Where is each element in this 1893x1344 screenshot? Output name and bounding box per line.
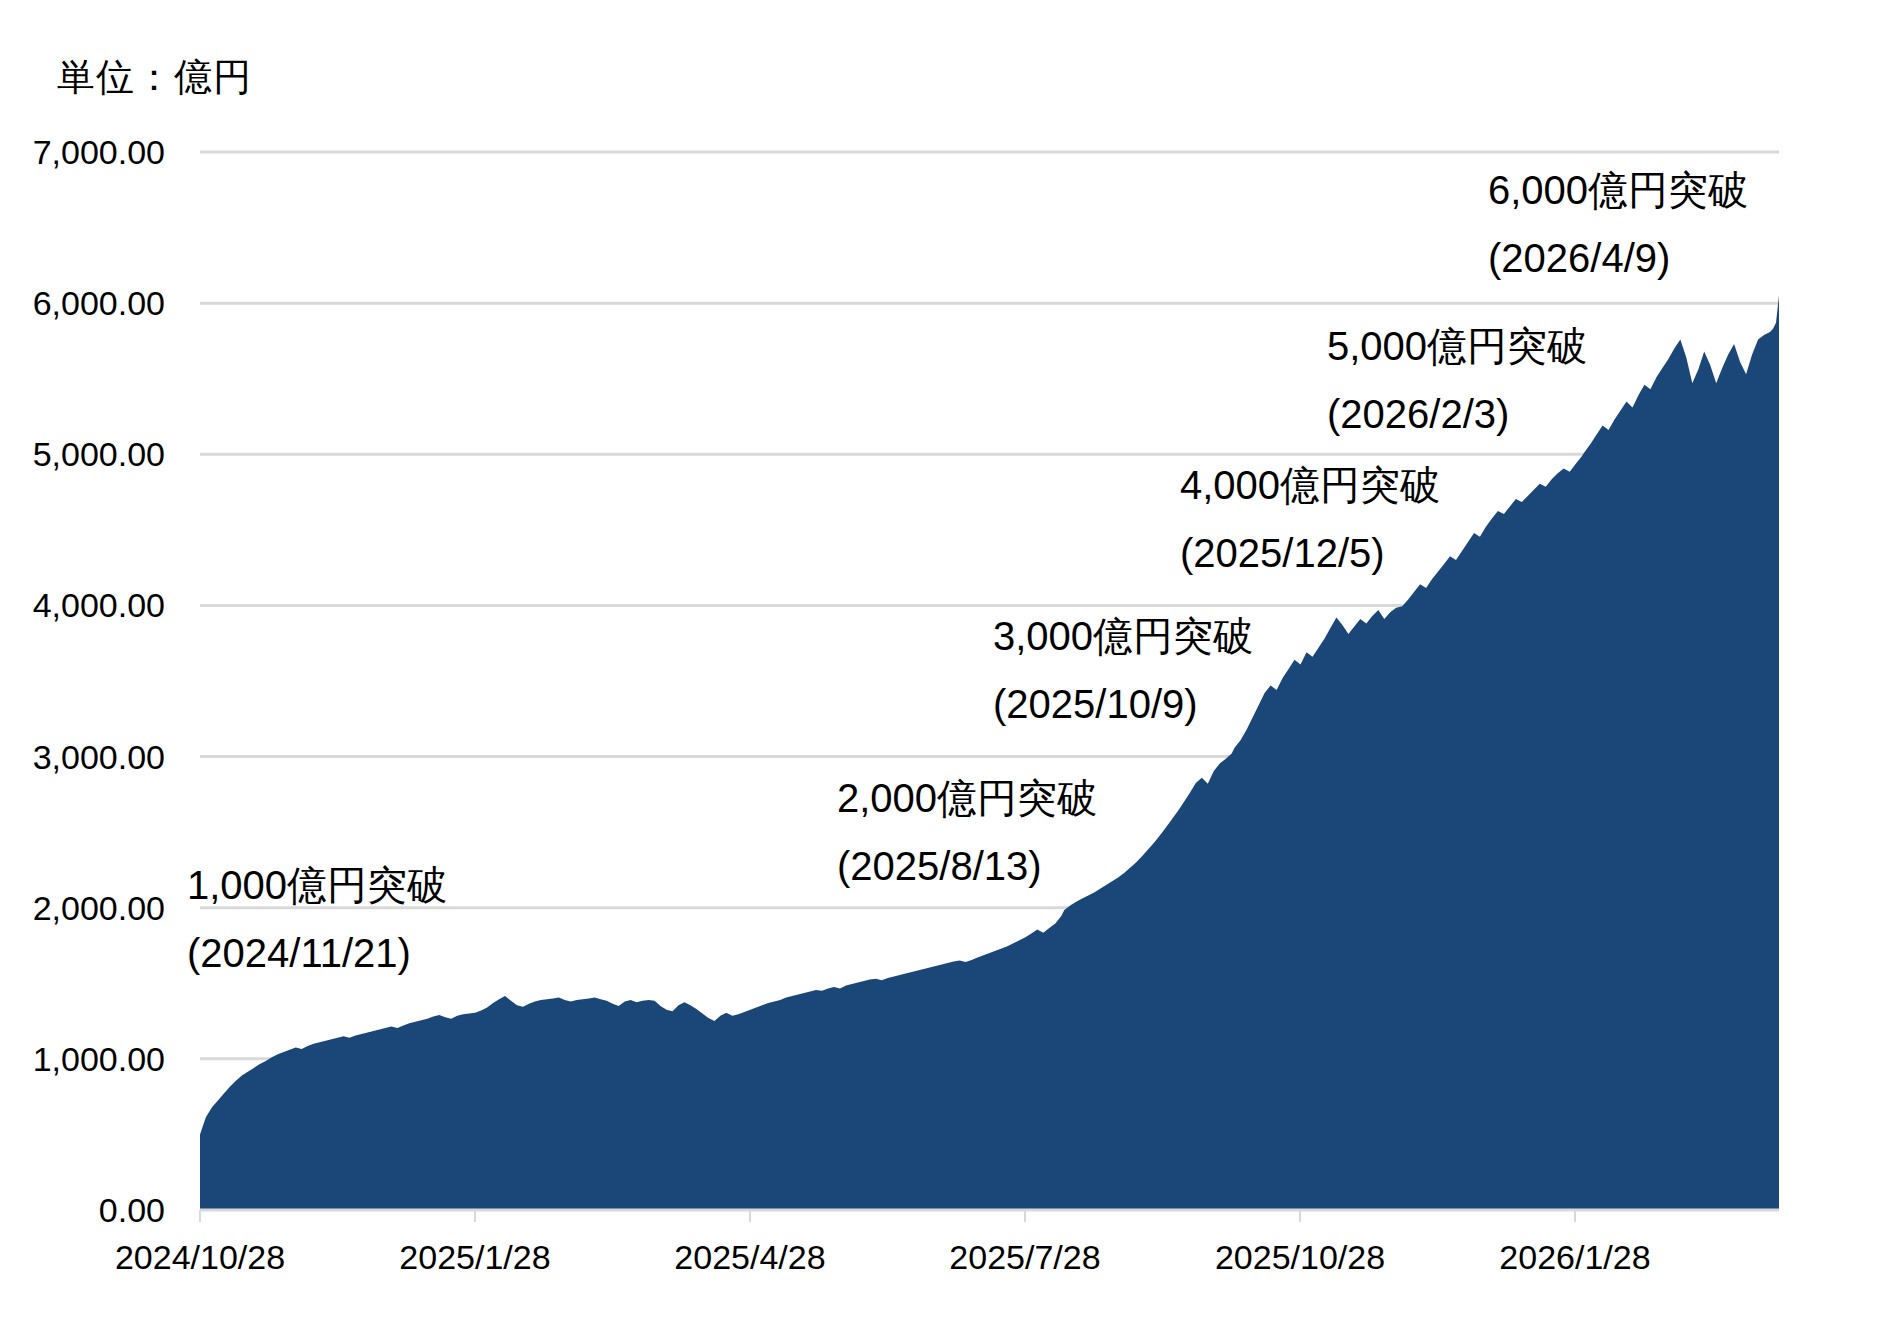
- y-axis-label: 1,000.00: [0, 1039, 165, 1079]
- x-axis-label: 2025/7/28: [885, 1237, 1165, 1277]
- milestone-annotation: 5,000億円突破(2026/2/3): [1327, 312, 1587, 448]
- y-axis-label: 3,000.00: [0, 737, 165, 777]
- y-axis-label: 5,000.00: [0, 434, 165, 474]
- milestone-date: (2025/8/13): [837, 832, 1097, 900]
- milestone-label: 1,000億円突破: [187, 851, 447, 919]
- milestone-date: (2024/11/21): [187, 919, 447, 987]
- x-axis-label: 2025/1/28: [335, 1237, 615, 1277]
- milestone-annotation: 4,000億円突破(2025/12/5): [1180, 451, 1440, 587]
- milestone-label: 4,000億円突破: [1180, 451, 1440, 519]
- milestone-annotation: 3,000億円突破(2025/10/9): [993, 602, 1253, 738]
- milestone-annotation: 6,000億円突破(2026/4/9): [1488, 156, 1748, 292]
- milestone-date: (2025/10/9): [993, 670, 1253, 738]
- milestone-label: 3,000億円突破: [993, 602, 1253, 670]
- milestone-date: (2026/4/9): [1488, 224, 1748, 292]
- x-axis-label: 2025/10/28: [1160, 1237, 1440, 1277]
- milestone-annotation: 1,000億円突破(2024/11/21): [187, 851, 447, 987]
- y-axis-label: 0.00: [0, 1190, 165, 1230]
- milestone-date: (2025/12/5): [1180, 519, 1440, 587]
- x-axis-label: 2024/10/28: [60, 1237, 340, 1277]
- x-axis-label: 2026/1/28: [1435, 1237, 1715, 1277]
- milestone-label: 6,000億円突破: [1488, 156, 1748, 224]
- milestone-label: 5,000億円突破: [1327, 312, 1587, 380]
- y-axis-label: 6,000.00: [0, 283, 165, 323]
- chart-page: 単位：億円 0.001,000.002,000.003,000.004,000.…: [0, 0, 1893, 1344]
- milestone-date: (2026/2/3): [1327, 380, 1587, 448]
- milestone-label: 2,000億円突破: [837, 764, 1097, 832]
- x-axis-label: 2025/4/28: [610, 1237, 890, 1277]
- y-axis-label: 4,000.00: [0, 585, 165, 625]
- y-axis-label: 2,000.00: [0, 888, 165, 928]
- milestone-annotation: 2,000億円突破(2025/8/13): [837, 764, 1097, 900]
- y-axis-label: 7,000.00: [0, 132, 165, 172]
